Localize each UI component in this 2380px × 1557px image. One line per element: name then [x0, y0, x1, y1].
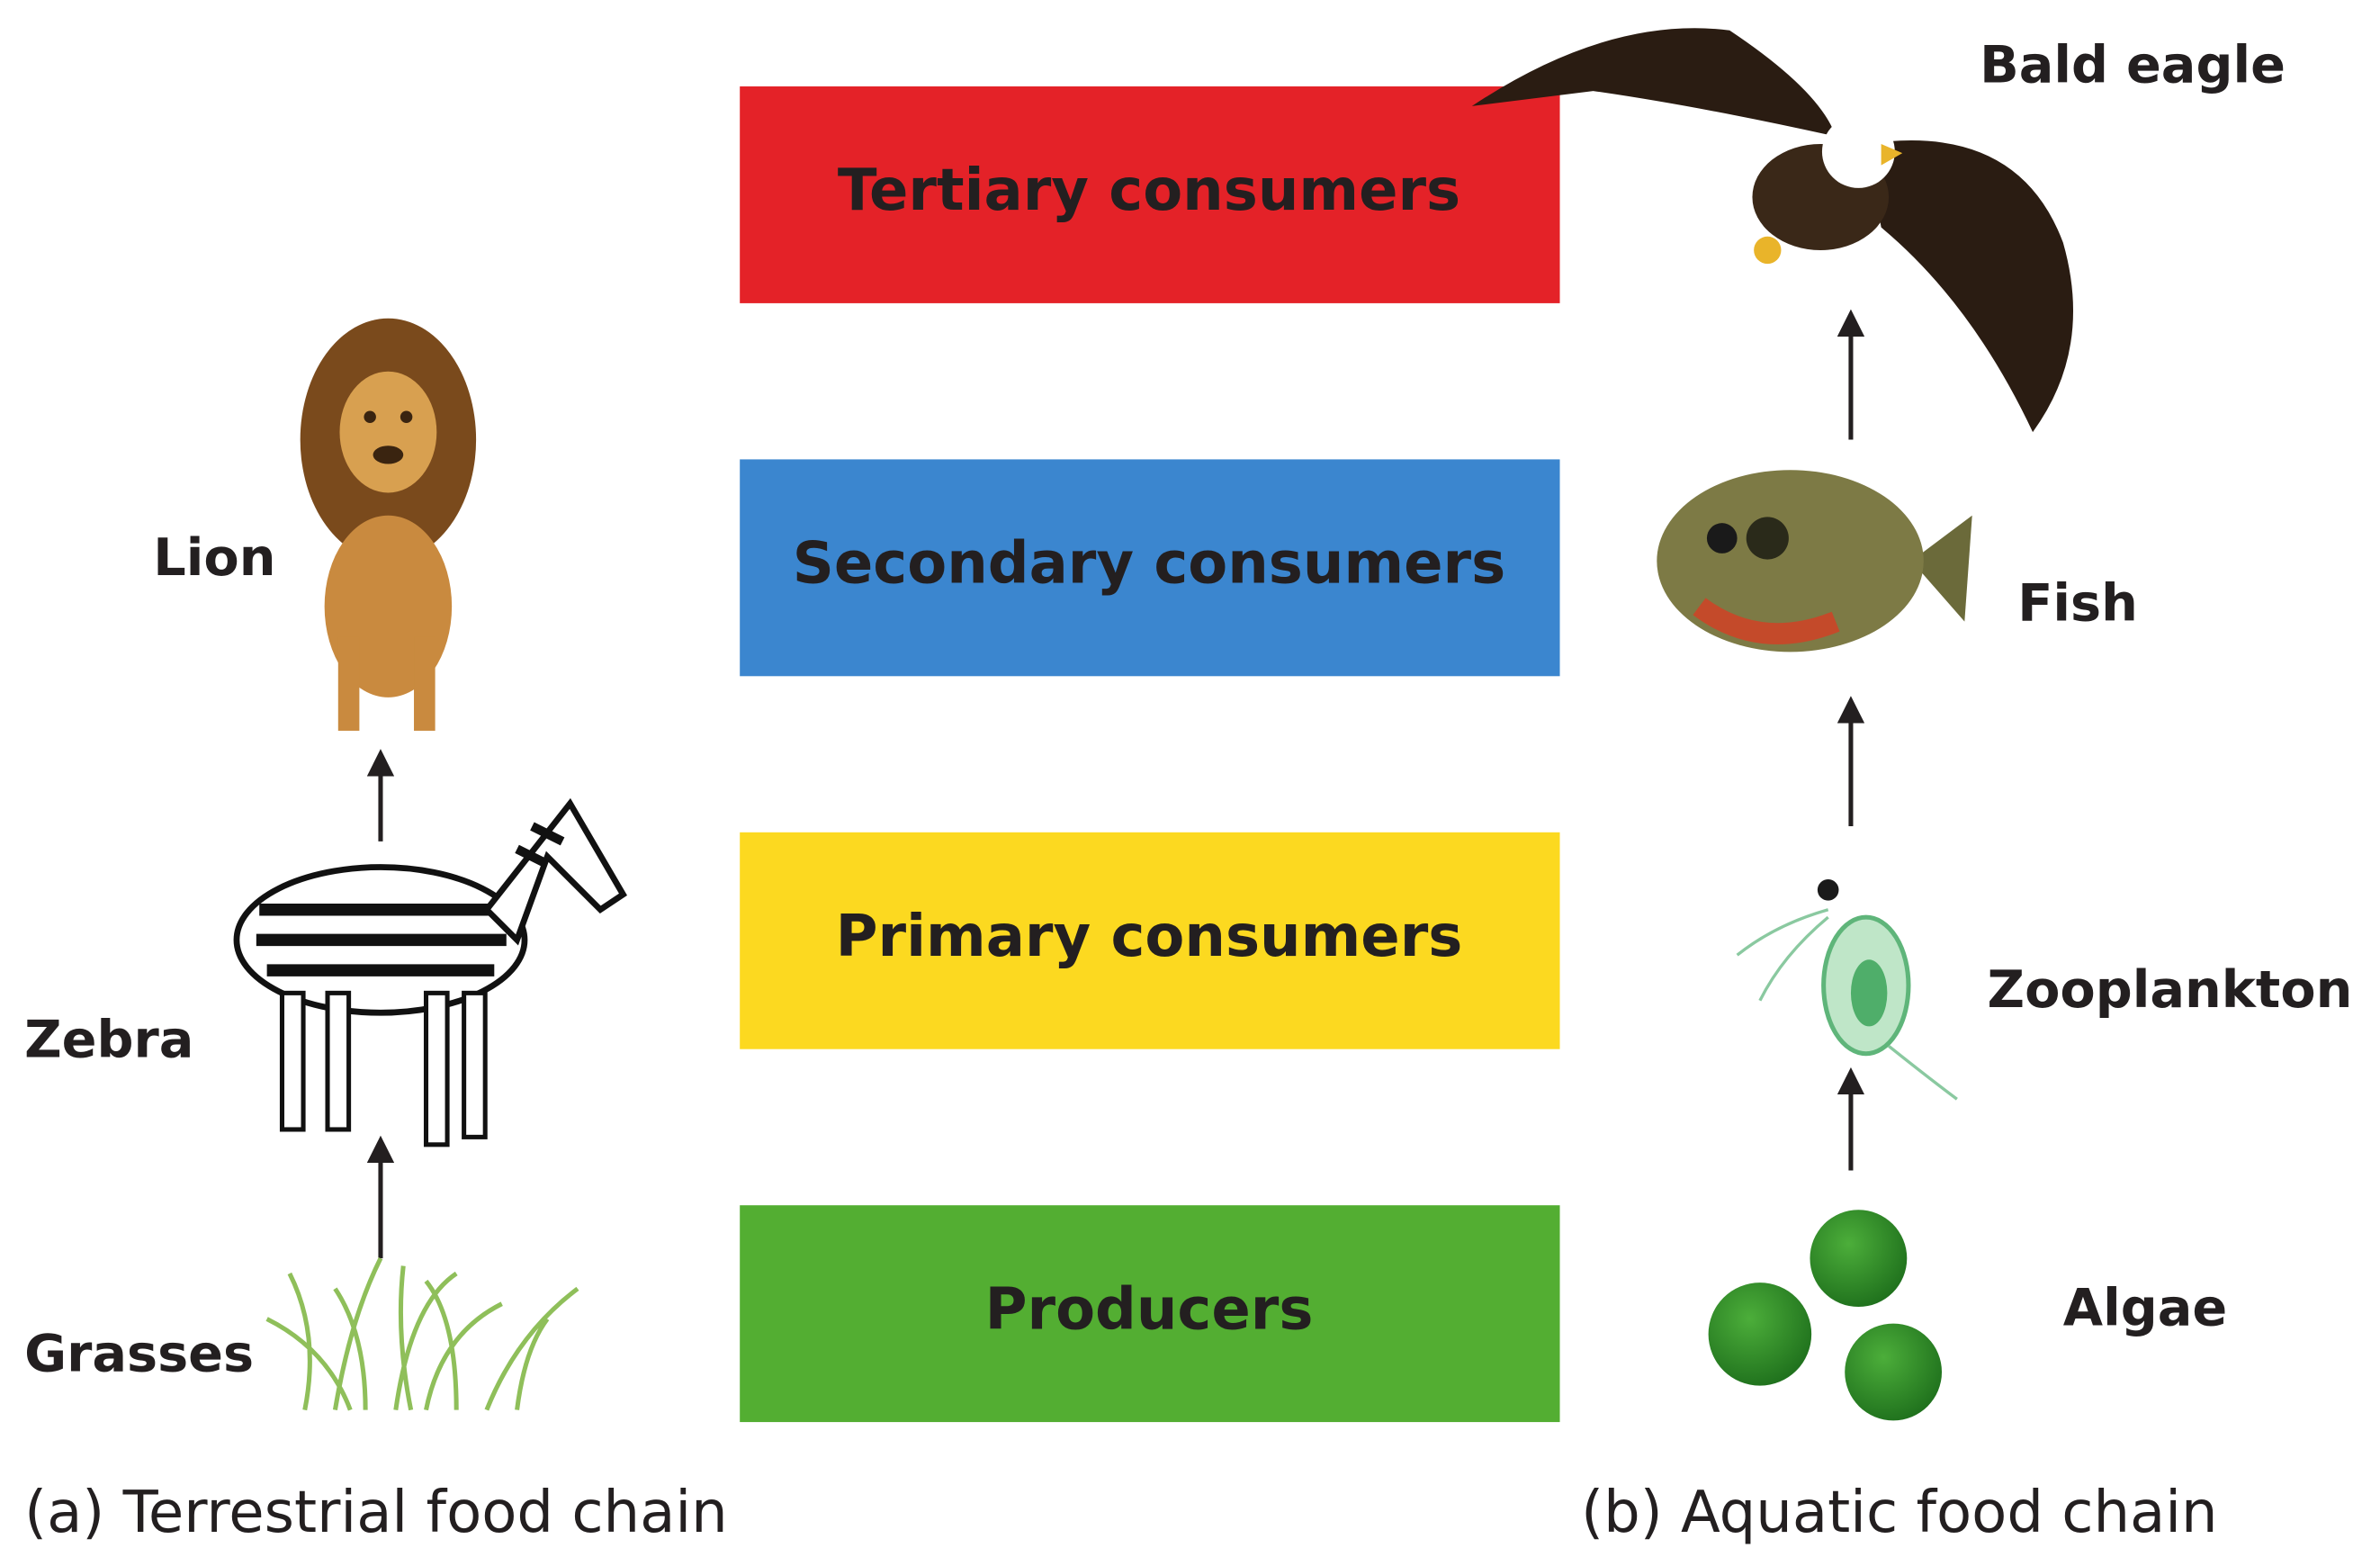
grass-illustration: [267, 1258, 578, 1409]
level-label: Producers: [985, 1276, 1314, 1343]
caption: (b) Aquatic food chain: [1581, 1480, 2217, 1546]
levels: Tertiary consumers Secondary consumers P…: [740, 86, 1559, 1422]
organism-label: Lion: [153, 527, 275, 588]
level-label: Secondary consumers: [793, 531, 1505, 598]
fish-illustration: [1657, 470, 1971, 652]
organism-label: Zooplankton: [1988, 959, 2353, 1020]
level-label: Primary consumers: [836, 904, 1463, 970]
algae-illustration: [1709, 1210, 1942, 1420]
zebra-illustration: [237, 804, 624, 1145]
caption: (a) Terrestrial food chain: [24, 1480, 728, 1546]
terrestrial-chain: Lion Zebra Grasses (a) Terrestrial food …: [24, 319, 728, 1546]
organism-label: Algae: [2063, 1278, 2227, 1338]
organism-label: Zebra: [24, 1010, 193, 1070]
organism-label: Grasses: [24, 1323, 254, 1383]
organism-label: Fish: [2017, 572, 2138, 633]
zooplankton-illustration: [1738, 879, 1957, 1099]
lion-illustration: [301, 319, 476, 731]
aquatic-chain: Bald eagle Fish Zooplankton Algae (b) Aq…: [1472, 28, 2353, 1546]
level-label: Tertiary consumers: [838, 158, 1460, 224]
food-chain-diagram: Tertiary consumers Secondary consumers P…: [0, 0, 2380, 1557]
organism-label: Bald eagle: [1980, 34, 2286, 94]
